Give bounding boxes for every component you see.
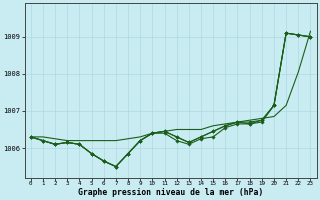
X-axis label: Graphe pression niveau de la mer (hPa): Graphe pression niveau de la mer (hPa)	[78, 188, 263, 197]
